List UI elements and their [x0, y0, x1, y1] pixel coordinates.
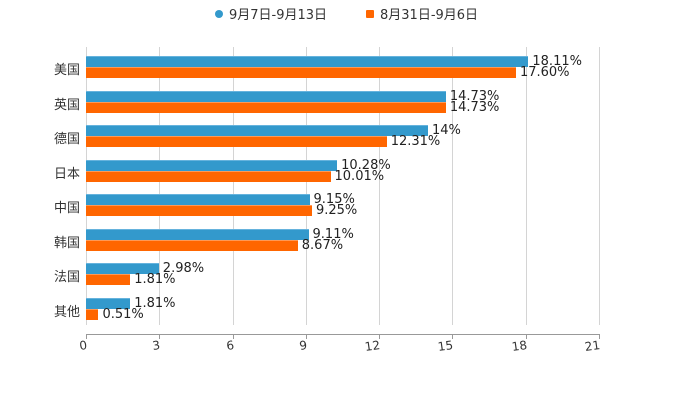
tick-mark — [159, 334, 161, 339]
gridline — [159, 47, 161, 325]
data-label: 18.11% — [532, 54, 582, 69]
data-label: 2.98% — [162, 261, 205, 276]
gridline — [86, 47, 87, 325]
data-label: 17.60% — [519, 65, 570, 80]
data-label: 14.73% — [449, 88, 500, 104]
bar-series-2[interactable] — [86, 67, 516, 78]
data-label: 9.15% — [313, 192, 355, 207]
data-label: 10.01% — [334, 168, 385, 184]
chart-legend: 9月7日-9月13日 8月31日-9月6日 — [0, 4, 700, 24]
data-label: 12.31% — [390, 134, 441, 149]
y-category-label: 其他 — [53, 304, 80, 320]
bar-series-1[interactable] — [86, 263, 159, 274]
tick-mark — [599, 334, 600, 339]
x-tick-label: 12 — [364, 338, 382, 354]
data-label: 14.73% — [449, 99, 500, 115]
y-category-label: 韩国 — [53, 235, 80, 251]
data-label: 0.51% — [102, 306, 144, 322]
x-tick-label: 6 — [224, 338, 235, 353]
tick-mark — [86, 334, 87, 339]
square-marker-icon — [366, 9, 374, 18]
bar-series-2[interactable] — [86, 308, 99, 320]
tick-mark — [379, 334, 381, 339]
x-tick-label: 3 — [151, 338, 162, 353]
bar-series-2[interactable] — [86, 274, 131, 285]
y-category-label: 中国 — [53, 201, 80, 216]
x-tick-label: 15 — [437, 338, 455, 354]
tick-mark — [232, 334, 234, 339]
gridline — [525, 47, 527, 325]
bar-series-2[interactable] — [86, 239, 298, 251]
bar-series-2[interactable] — [86, 136, 387, 147]
legend-label: 8月31日-9月6日 — [380, 8, 479, 23]
bar-series-1[interactable] — [86, 56, 529, 67]
data-label: 14% — [432, 123, 461, 138]
gridline — [379, 47, 381, 325]
y-category-label: 日本 — [53, 166, 80, 182]
tick-mark — [525, 334, 527, 339]
data-label: 10.28% — [341, 157, 391, 173]
x-axis-line — [86, 334, 599, 335]
bar-series-1[interactable] — [86, 159, 338, 171]
bar-series-1[interactable] — [86, 125, 428, 136]
data-label: 8.67% — [301, 237, 344, 253]
legend-item-series-2[interactable]: 8月31日-9月6日 — [366, 4, 478, 23]
bar-series-2[interactable] — [86, 170, 331, 182]
bar-series-1[interactable] — [86, 90, 446, 102]
gridline — [452, 47, 454, 325]
plot-area — [86, 47, 600, 325]
circle-marker-icon — [215, 9, 223, 18]
bar-series-1[interactable] — [86, 228, 309, 240]
tick-mark — [305, 334, 307, 339]
legend-label: 9月7日-9月13日 — [229, 8, 328, 23]
y-category-label: 法国 — [53, 270, 80, 285]
gridline — [232, 47, 234, 325]
y-category-label: 英国 — [53, 97, 80, 113]
bar-series-2[interactable] — [86, 205, 312, 216]
y-category-label: 美国 — [53, 63, 80, 78]
bar-series-1[interactable] — [86, 297, 131, 309]
y-category-label: 德国 — [53, 132, 80, 147]
data-label: 1.81% — [134, 272, 176, 287]
x-tick-label: 9 — [298, 338, 308, 353]
gridline — [305, 47, 307, 325]
x-tick-label: 21 — [583, 338, 601, 354]
bar-series-2[interactable] — [86, 101, 446, 113]
x-tick-label: 0 — [78, 338, 88, 353]
data-label: 9.25% — [315, 203, 358, 218]
x-tick-label: 18 — [510, 338, 528, 354]
data-label: 1.81% — [134, 295, 176, 311]
legend-item-series-1[interactable]: 9月7日-9月13日 — [215, 4, 327, 23]
data-label: 9.11% — [312, 226, 354, 242]
bar-series-1[interactable] — [86, 194, 310, 205]
tick-mark — [452, 334, 454, 339]
gridline — [599, 47, 600, 325]
